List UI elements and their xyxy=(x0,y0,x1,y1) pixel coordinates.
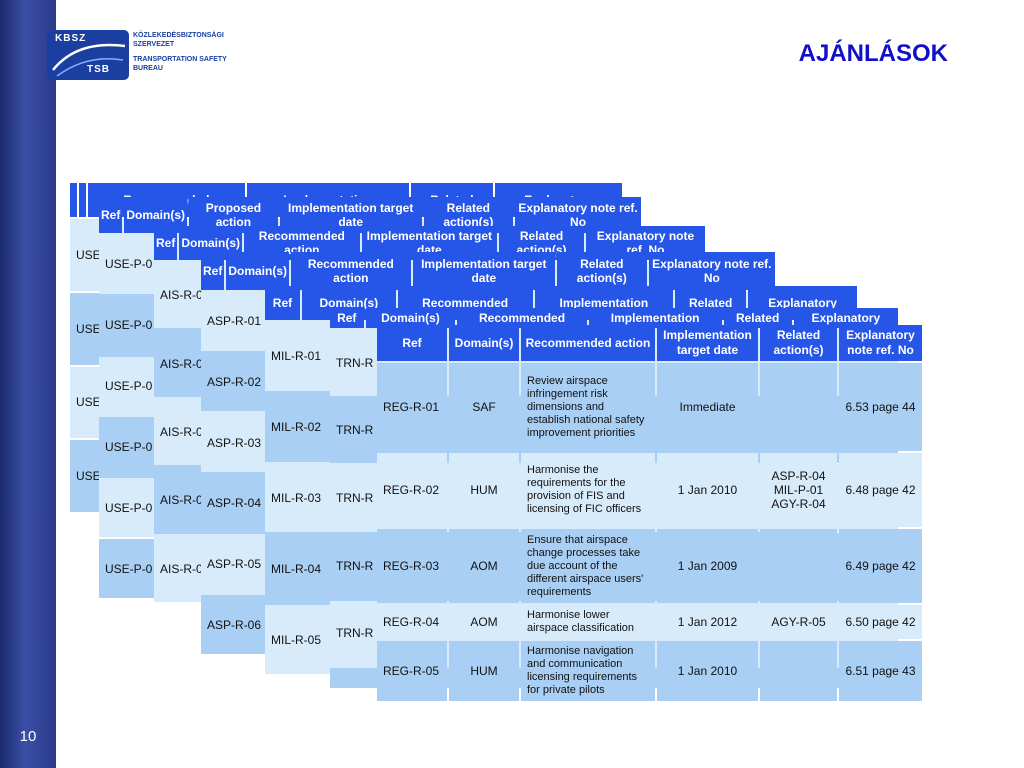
header-cell: Ref xyxy=(154,226,178,260)
target-date-cell: 1 Jan 2009 xyxy=(657,529,758,603)
target-date-cell: 1 Jan 2010 xyxy=(657,641,758,701)
ref-cell: REG-R-01 xyxy=(377,363,447,451)
domain-cell: HUM xyxy=(449,641,519,701)
org-name-en-line1: TRANSPORTATION SAFETY xyxy=(133,56,227,63)
org-name-hu-line2: SZERVEZET xyxy=(133,41,175,48)
reg-recommendations-table: Ref Domain(s) Recommended action Impleme… xyxy=(375,323,922,702)
logo-abbr-top: KBSZ xyxy=(55,33,87,44)
related-cell: AGY-R-05 xyxy=(760,605,837,639)
logo-abbr-bottom: TSB xyxy=(87,64,110,75)
note-cell: 6.49 page 42 xyxy=(839,529,922,603)
header-related: Related action(s) xyxy=(760,325,837,361)
domain-cell: HUM xyxy=(449,453,519,527)
header-ref: Ref xyxy=(377,325,447,361)
action-cell: Ensure that airspace change processes ta… xyxy=(521,529,655,603)
header-cell: Explanatory note ref. No xyxy=(648,252,775,290)
header-cell: Recommended xyxy=(457,308,587,328)
header-cell: Ref xyxy=(201,252,225,290)
ref-cell: REG-R-03 xyxy=(377,529,447,603)
domain-cell: AOM xyxy=(449,605,519,639)
related-cell: ASP-R-04 MIL-P-01 AGY-R-04 xyxy=(760,453,837,527)
org-name-en-line2: BUREAU xyxy=(133,65,163,72)
header-cell: Related xyxy=(723,308,792,328)
slide-title: AJÁNLÁSOK xyxy=(798,40,948,67)
org-name-hu-line1: KÖZLEKEDÉSBIZTONSÁGI xyxy=(133,32,224,39)
header-target-date: Implementation target date xyxy=(657,325,758,361)
header-cell xyxy=(70,183,77,217)
header-cell: Domain(s) xyxy=(365,308,456,328)
header-cell: Implementation target date xyxy=(412,252,555,290)
kbsz-tsb-logo: KBSZ TSB xyxy=(47,30,129,80)
header-cell: Ref xyxy=(330,308,364,328)
header-cell: Implementation xyxy=(588,308,722,328)
header-cell: Recommended action xyxy=(291,252,411,290)
header-domain: Domain(s) xyxy=(449,325,519,361)
action-cell: Harmonise the requirements for the provi… xyxy=(521,453,655,527)
header-action: Recommended action xyxy=(521,325,655,361)
table-row: REG-R-03 AOM Ensure that airspace change… xyxy=(377,529,922,603)
slide-number: 10 xyxy=(19,728,37,745)
action-cell: Review airspace infringement risk dimens… xyxy=(521,363,655,451)
note-cell: 6.50 page 42 xyxy=(839,605,922,639)
organization-name: KÖZLEKEDÉSBIZTONSÁGI SZERVEZET TRANSPORT… xyxy=(133,31,243,73)
table-row: REG-R-04 AOM Harmonise lower airspace cl… xyxy=(377,605,922,639)
ref-cell: REG-R-02 xyxy=(377,453,447,527)
ref-cell: REG-R-04 xyxy=(377,605,447,639)
note-cell: 6.51 page 43 xyxy=(839,641,922,701)
header-cell: Explanatory xyxy=(793,308,898,328)
note-cell: 6.48 page 42 xyxy=(839,453,922,527)
header-note: Explanatory note ref. No xyxy=(839,325,922,361)
table-row: REG-R-02 HUM Harmonise the requirements … xyxy=(377,453,922,527)
logo-swoosh-icon xyxy=(52,43,126,77)
related-cell xyxy=(760,363,837,451)
header-cell: Ref xyxy=(99,197,123,233)
table-row: REG-R-05 HUM Harmonise navigation and co… xyxy=(377,641,922,701)
target-date-cell: 1 Jan 2012 xyxy=(657,605,758,639)
header-cell: Related action(s) xyxy=(556,252,647,290)
domain-cell: AOM xyxy=(449,529,519,603)
header-cell: Domain(s) xyxy=(226,252,290,290)
left-sidebar-band: 10 xyxy=(0,0,56,768)
ref-cell: REG-R-05 xyxy=(377,641,447,701)
note-cell: 6.53 page 44 xyxy=(839,363,922,451)
domain-cell: SAF xyxy=(449,363,519,451)
related-cell xyxy=(760,641,837,701)
header-cell: Related action(s) xyxy=(423,197,514,233)
header-cell: Ref xyxy=(265,286,300,320)
action-cell: Harmonise lower airspace classification xyxy=(521,605,655,639)
action-cell: Harmonise navigation and communication l… xyxy=(521,641,655,701)
target-date-cell: 1 Jan 2010 xyxy=(657,453,758,527)
table-row: REG-R-01 SAF Review airspace infringemen… xyxy=(377,363,922,451)
target-date-cell: Immediate xyxy=(657,363,758,451)
related-cell xyxy=(760,529,837,603)
header-cell xyxy=(78,183,86,217)
